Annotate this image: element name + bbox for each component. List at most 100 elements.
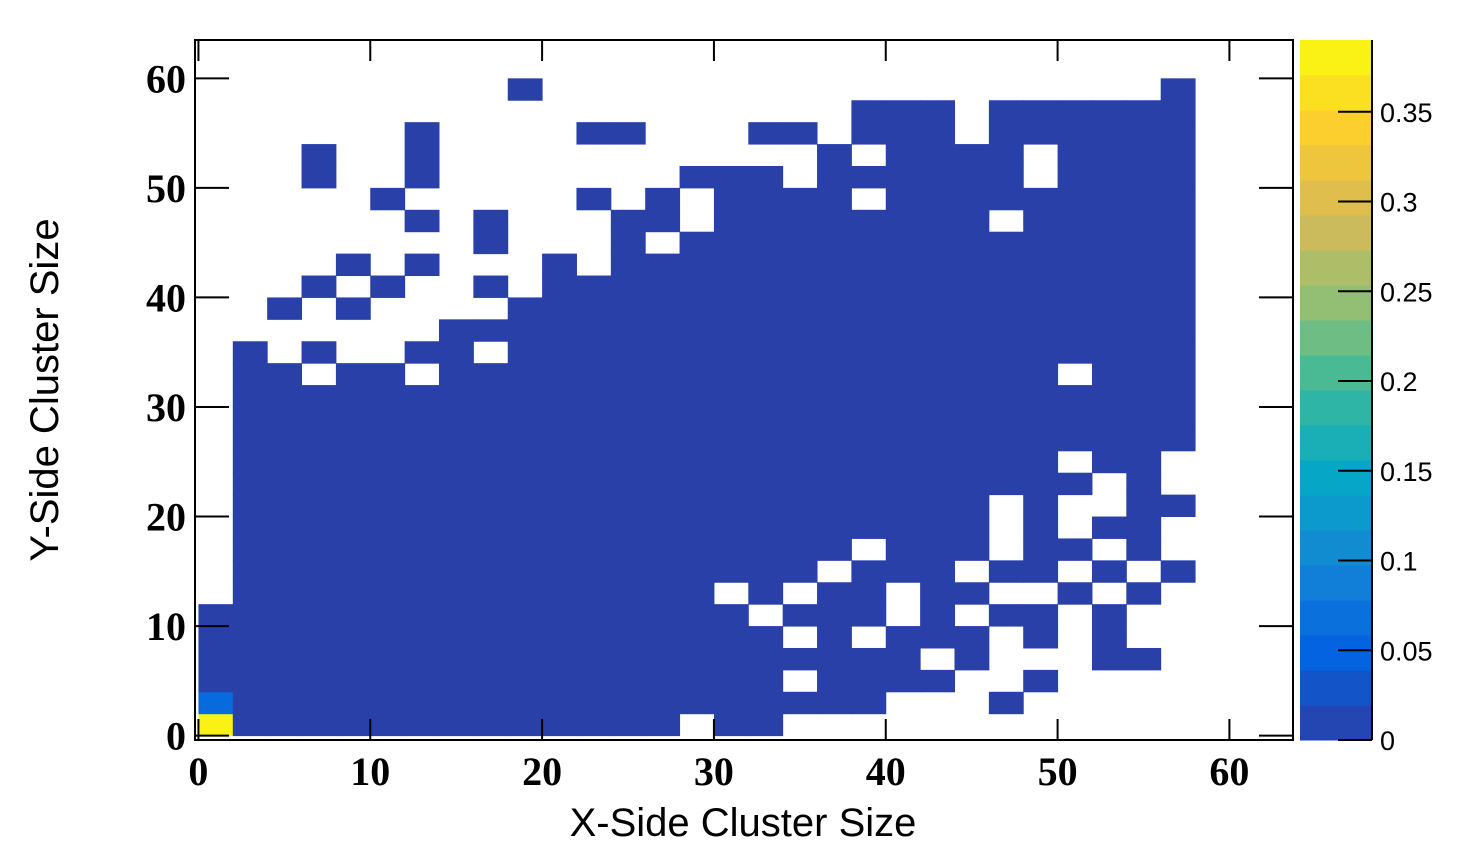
heatmap-cell	[817, 231, 852, 255]
heatmap-cell	[645, 691, 681, 715]
heatmap-cell	[267, 78, 302, 100]
heatmap-cell	[611, 144, 646, 166]
heatmap-cell	[301, 406, 337, 430]
heatmap-cell	[1057, 406, 1093, 430]
heatmap-cell	[1057, 209, 1093, 233]
heatmap-cell	[1092, 538, 1127, 560]
heatmap-cell	[1058, 648, 1093, 670]
heatmap-cell	[542, 691, 577, 715]
heatmap-cell	[645, 604, 681, 627]
heatmap-cell	[198, 495, 233, 517]
heatmap-cell	[473, 297, 508, 319]
heatmap-cell	[370, 254, 405, 276]
heatmap-cell	[679, 406, 715, 430]
heatmap-cell	[198, 297, 233, 319]
heatmap-cell	[713, 428, 749, 452]
heatmap-cell	[885, 275, 921, 298]
heatmap-cell	[542, 78, 577, 100]
heatmap-cell	[404, 669, 440, 693]
heatmap-cell	[439, 363, 474, 386]
heatmap-cell	[439, 78, 474, 100]
heatmap-cell	[817, 472, 852, 496]
heatmap-cell	[267, 472, 303, 496]
heatmap-cell	[576, 691, 612, 715]
heatmap-cell	[370, 210, 405, 232]
heatmap-cell	[782, 209, 818, 233]
heatmap-cell	[508, 188, 543, 210]
colorbar-band	[1300, 460, 1372, 496]
heatmap-cell	[713, 385, 749, 408]
heatmap-cell	[817, 538, 852, 561]
heatmap-cell	[473, 669, 509, 693]
heatmap-cell	[1161, 648, 1196, 670]
heatmap-cell	[1023, 648, 1058, 670]
heatmap-cell	[989, 517, 1024, 539]
heatmap-cell	[335, 494, 371, 518]
heatmap-cell	[473, 713, 509, 737]
heatmap-cell	[885, 385, 921, 408]
heatmap-cell	[473, 516, 509, 539]
heatmap-cell	[920, 209, 955, 233]
z-tick-label: 0	[1380, 726, 1395, 756]
heatmap-cell	[645, 582, 681, 605]
heatmap-cell	[1126, 319, 1162, 342]
heatmap-cell	[817, 626, 852, 649]
heatmap-cell	[473, 494, 509, 518]
heatmap-cell	[370, 297, 405, 319]
heatmap-cell	[1023, 428, 1059, 452]
heatmap-cell	[680, 100, 715, 122]
z-tick-label: 0.05	[1380, 636, 1433, 666]
heatmap-cell	[301, 604, 337, 627]
heatmap-cell	[920, 494, 955, 518]
heatmap-cell	[1023, 385, 1059, 408]
heatmap-cell	[817, 714, 852, 736]
heatmap-cell	[1092, 473, 1127, 495]
heatmap-cell	[1058, 670, 1093, 692]
heatmap-cell	[610, 122, 646, 145]
heatmap-cell	[1161, 517, 1196, 539]
heatmap-cell	[748, 713, 784, 737]
heatmap-cell	[954, 363, 990, 386]
heatmap-cell	[576, 560, 612, 583]
heatmap-cell	[1160, 319, 1196, 342]
heatmap-cell	[301, 494, 337, 518]
heatmap-cell	[1160, 341, 1196, 364]
heatmap-cell	[679, 669, 715, 693]
heatmap-cell	[920, 100, 955, 123]
heatmap-cell	[508, 276, 543, 298]
heatmap-cell	[542, 516, 577, 539]
heatmap-cell	[370, 450, 406, 474]
heatmap-cell	[1057, 187, 1093, 211]
heatmap-cell	[988, 604, 1024, 627]
heatmap-cell	[198, 276, 233, 298]
heatmap-cell	[954, 670, 989, 692]
heatmap-cell	[645, 166, 680, 188]
heatmap-cell	[267, 604, 303, 627]
heatmap-cell	[611, 78, 646, 100]
heatmap-cell	[920, 560, 955, 583]
heatmap-cell	[576, 604, 612, 627]
heatmap-cell	[542, 275, 577, 298]
heatmap-cell	[404, 604, 440, 627]
heatmap-cell	[507, 341, 543, 364]
heatmap-cell	[1057, 100, 1093, 123]
heatmap-cell	[198, 451, 233, 473]
heatmap-cell	[232, 647, 268, 671]
heatmap-cell	[439, 428, 474, 452]
heatmap-cell	[782, 363, 818, 386]
heatmap-cell	[1023, 297, 1059, 320]
heatmap-cell	[645, 319, 681, 342]
heatmap-cell	[542, 100, 577, 122]
heatmap-cell	[1092, 582, 1127, 604]
heatmap-cell	[507, 385, 543, 408]
heatmap-cell	[920, 187, 955, 211]
heatmap-cell	[954, 714, 989, 736]
heatmap-cell	[301, 144, 337, 167]
heatmap-cell	[714, 100, 749, 122]
heatmap-cell	[198, 713, 234, 737]
heatmap-cell	[335, 691, 371, 715]
heatmap-cell	[886, 604, 921, 626]
heatmap-cell	[576, 254, 611, 276]
heatmap-cell	[439, 297, 474, 319]
heatmap-cell	[679, 341, 715, 364]
